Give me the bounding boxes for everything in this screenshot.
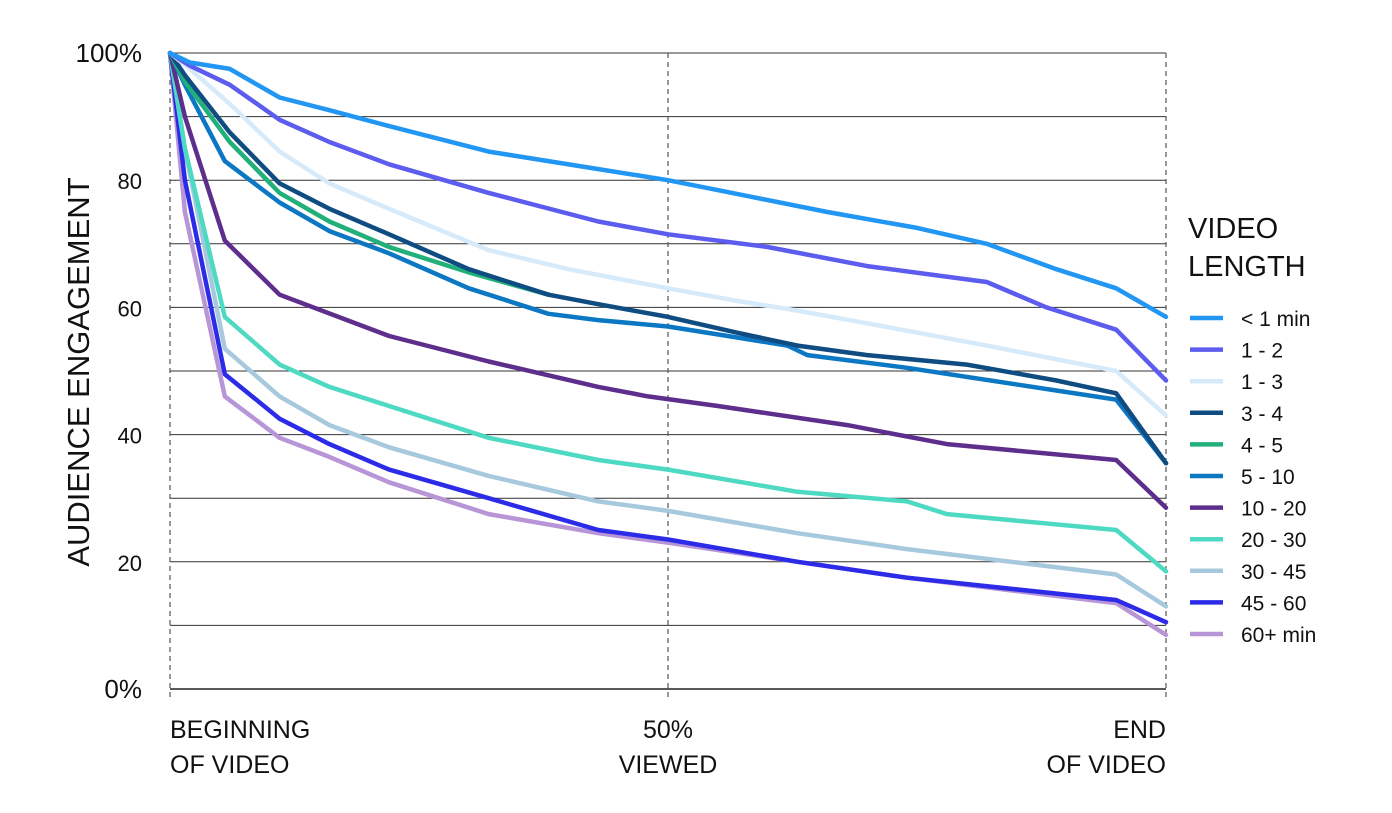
x-tick-label: 50% VIEWED (619, 716, 718, 779)
series-line (167, 50, 1169, 574)
legend-label: 10 - 20 (1241, 498, 1306, 521)
y-axis-title: AUDIENCE ENGAGEMENT (61, 177, 96, 566)
legend-label: 60+ min (1241, 624, 1316, 647)
legend-label: 5 - 10 (1241, 466, 1295, 489)
legend-label: 3 - 4 (1241, 403, 1283, 426)
series-line (167, 50, 1169, 418)
series-line (167, 50, 1169, 466)
series-line (167, 50, 1169, 510)
series-line (167, 50, 1169, 383)
y-tick-label: 40 (118, 424, 142, 449)
y-tick-label: 80 (118, 169, 142, 194)
series-layer (167, 50, 1169, 638)
axis-label-layer: AUDIENCE ENGAGEMENT 0% 20 40 60 80 100% BEGINN… (61, 38, 1166, 779)
x-tick-label: END OF VIDEO (1047, 716, 1166, 779)
legend-label: 4 - 5 (1241, 434, 1283, 457)
legend: VIDEO LENGTH < 1 min 1 - 2 1 - 3 3 - 4 4 - 5 5 … (1188, 213, 1316, 647)
legend-label: 20 - 30 (1241, 529, 1306, 552)
series-line (167, 50, 551, 297)
legend-label: 1 - 2 (1241, 340, 1283, 363)
series-line (167, 50, 1169, 609)
y-tick-label: 100% (76, 38, 143, 68)
y-tick-label: 20 (118, 551, 142, 576)
legend-title: VIDEO LENGTH (1188, 213, 1306, 283)
legend-label: 45 - 60 (1241, 592, 1306, 615)
y-tick-label: 0% (104, 674, 142, 704)
series-line (167, 50, 1169, 466)
series-line (167, 50, 1169, 625)
y-tick-label: 60 (118, 296, 142, 321)
grid-layer (169, 52, 1167, 701)
legend-label: 1 - 3 (1241, 371, 1283, 394)
legend-label: < 1 min (1241, 308, 1310, 331)
x-tick-label: BEGINNING OF VIDEO (170, 716, 310, 779)
legend-label: 30 - 45 (1241, 561, 1306, 584)
series-line (167, 50, 1169, 320)
